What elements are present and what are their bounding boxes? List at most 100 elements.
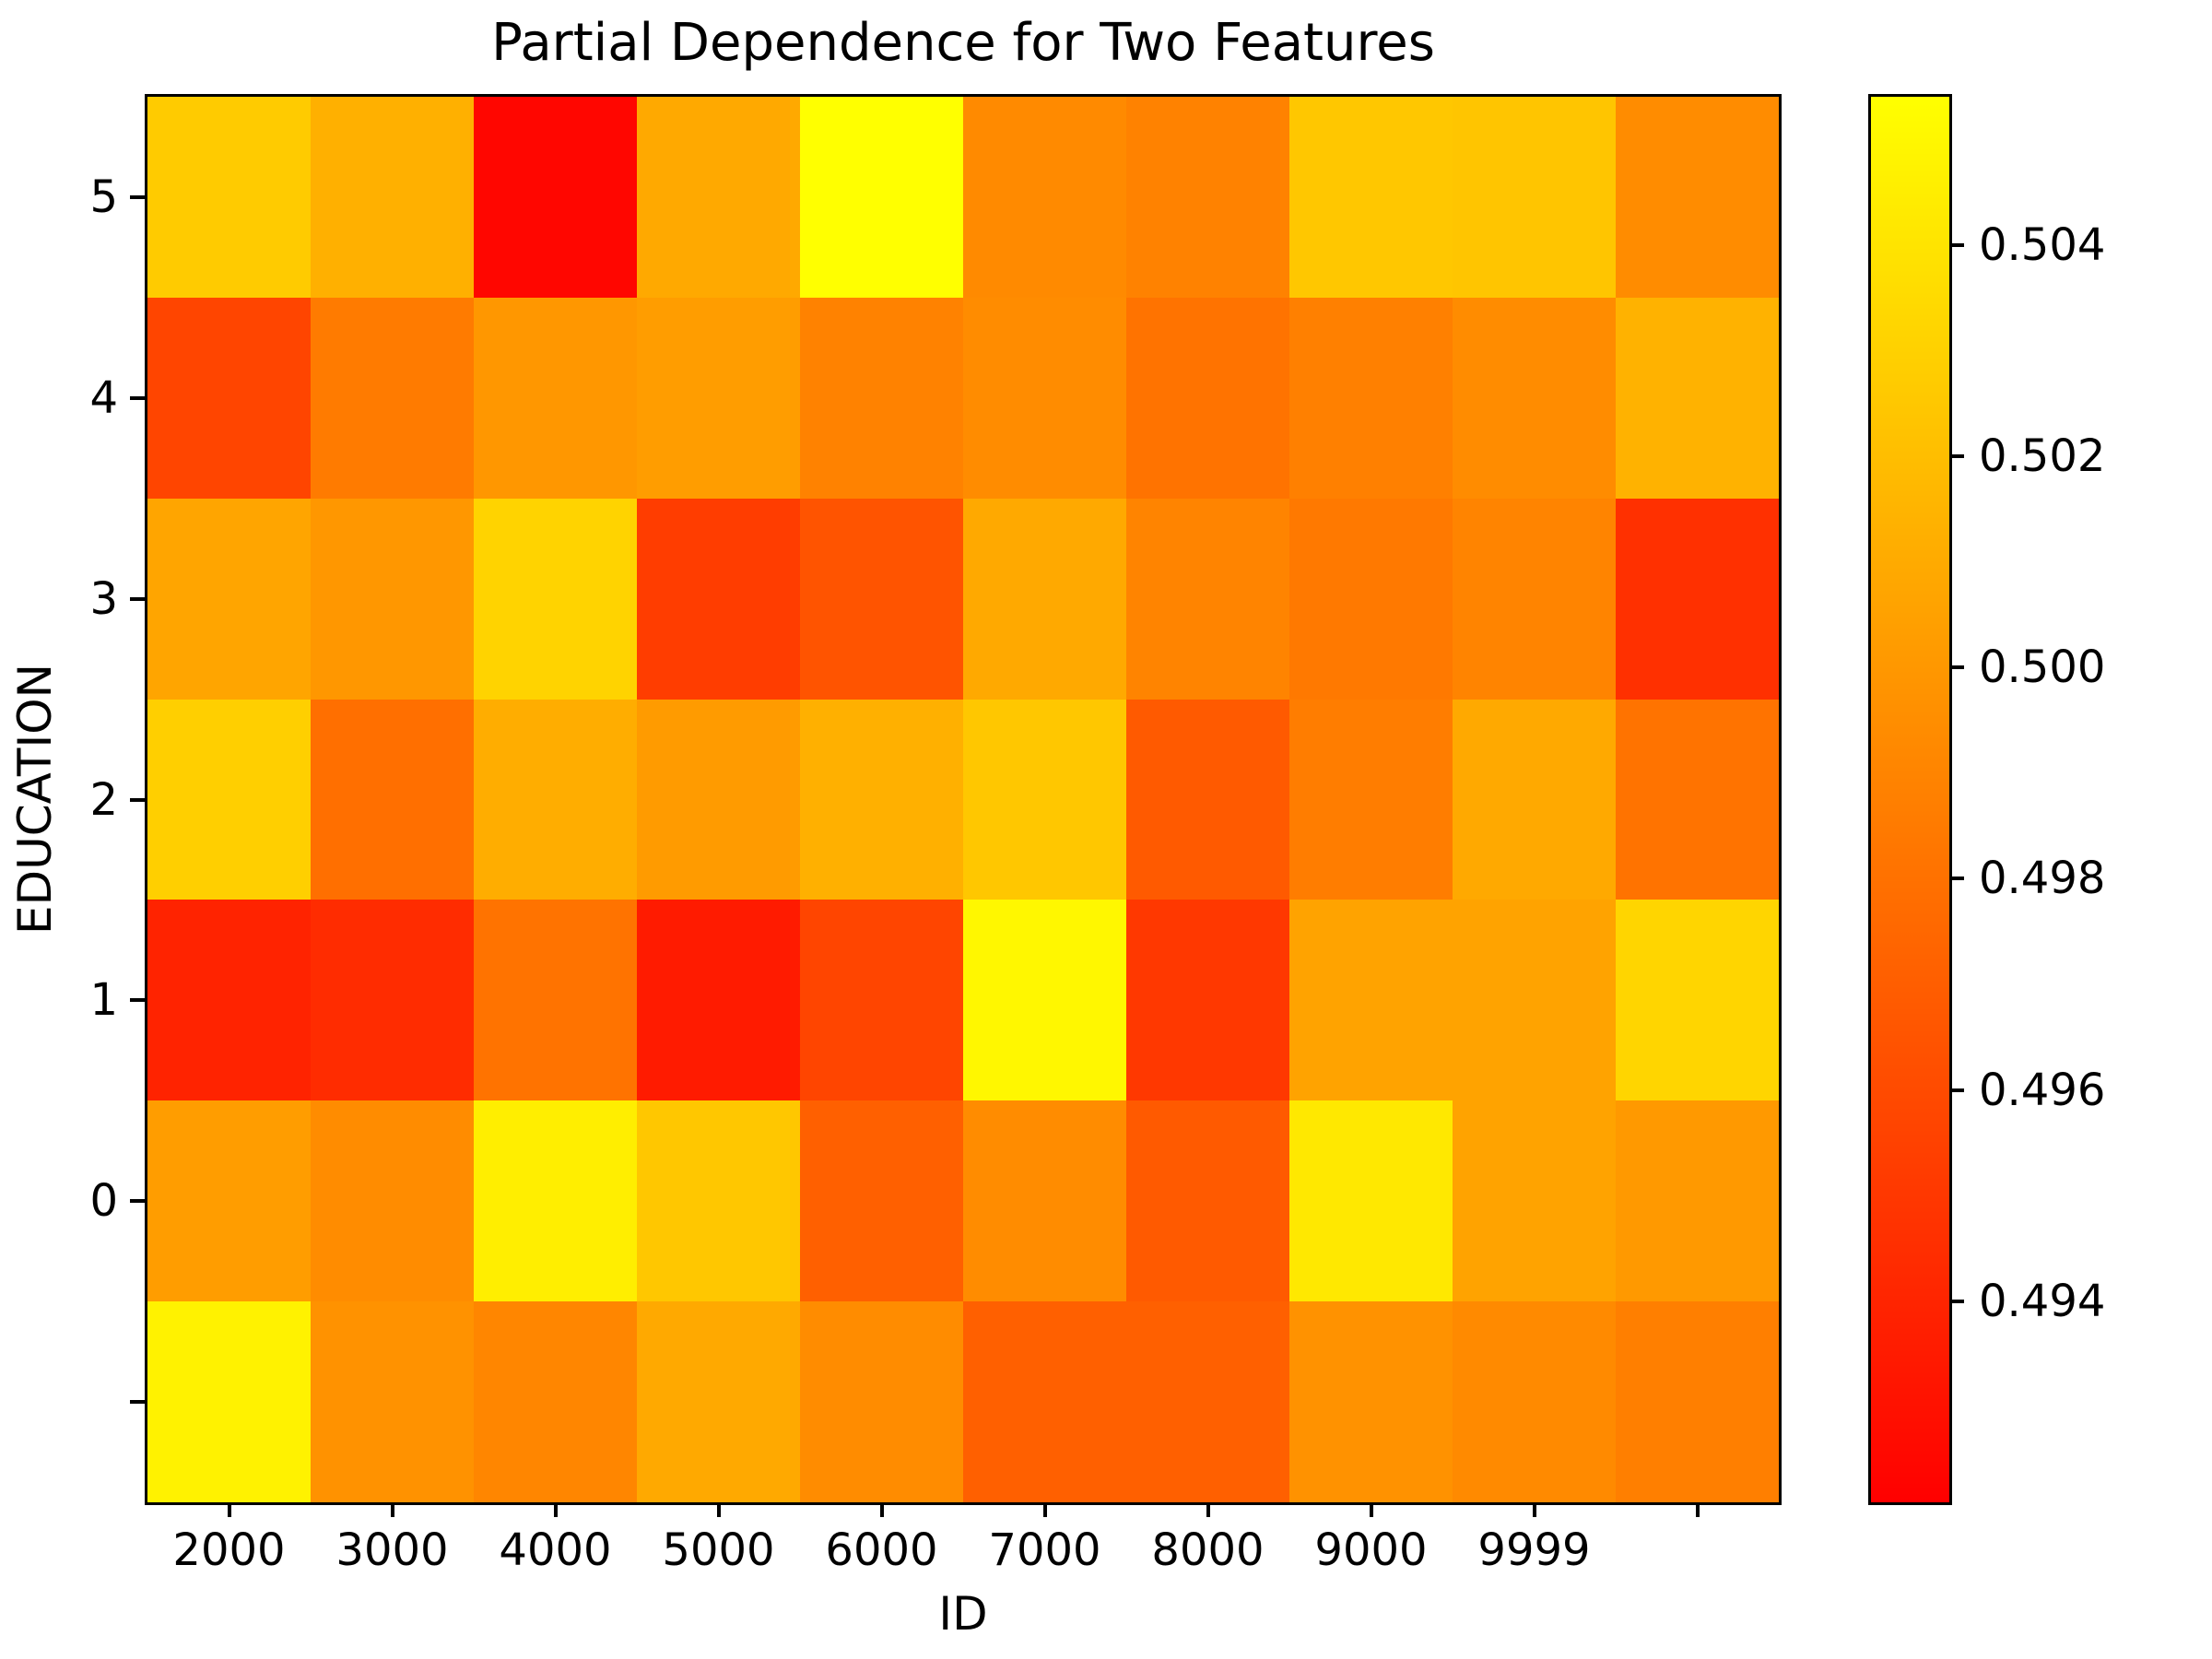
colorbar-tick-label: 0.502 — [1979, 429, 2106, 482]
heatmap-cell — [1616, 297, 1779, 499]
heatmap-cell — [800, 97, 963, 298]
y-tick-mark — [130, 1199, 145, 1204]
colorbar-gradient — [1871, 97, 1949, 1502]
heatmap-cell — [1616, 900, 1779, 1101]
heatmap-cell — [1126, 498, 1289, 700]
heatmap-cell — [474, 1301, 637, 1502]
heatmap-cell — [474, 97, 637, 298]
heatmap-cell — [637, 1100, 800, 1302]
heatmap-cell — [147, 699, 311, 900]
heatmap-cell — [1616, 97, 1779, 298]
heatmap-cell — [637, 297, 800, 499]
heatmap-cell — [474, 900, 637, 1101]
y-tick-mark — [130, 998, 145, 1003]
x-tick-label: 6000 — [825, 1524, 938, 1576]
chart-title: Partial Dependence for Two Features — [491, 13, 1435, 73]
heatmap-cell — [637, 1301, 800, 1502]
y-tick-mark — [130, 395, 145, 400]
heatmap-cell — [147, 900, 311, 1101]
heatmap-cell — [1126, 699, 1289, 900]
x-tick-mark — [716, 1502, 721, 1517]
heatmap-plot-area — [145, 94, 1782, 1505]
heatmap-cell — [147, 498, 311, 700]
colorbar-tick-mark — [1949, 1300, 1964, 1304]
heatmap-cell — [1289, 297, 1453, 499]
heatmap-cell — [311, 900, 474, 1101]
heatmap-cell — [147, 297, 311, 499]
heatmap-cell — [1289, 1100, 1453, 1302]
x-tick-label: 9999 — [1477, 1524, 1591, 1576]
x-tick-mark — [390, 1502, 394, 1517]
x-tick-label: 8000 — [1151, 1524, 1265, 1576]
x-axis-label: ID — [938, 1587, 988, 1641]
x-tick-mark — [879, 1502, 884, 1517]
heatmap-cell — [963, 297, 1126, 499]
colorbar-tick-mark — [1949, 1088, 1964, 1092]
heatmap-cell — [800, 900, 963, 1101]
heatmap-cell — [1453, 699, 1616, 900]
heatmap-cell — [311, 1100, 474, 1302]
heatmap-cell — [1126, 1301, 1289, 1502]
x-tick-mark — [227, 1502, 231, 1517]
x-tick-label: 3000 — [335, 1524, 449, 1576]
colorbar-tick-mark — [1949, 877, 1964, 881]
y-tick-mark — [130, 797, 145, 802]
heatmap-cell — [311, 297, 474, 499]
heatmap-cell — [963, 1100, 1126, 1302]
colorbar-tick-mark — [1949, 453, 1964, 458]
x-tick-label: 7000 — [988, 1524, 1101, 1576]
heatmap-cell — [1616, 1100, 1779, 1302]
heatmap-cell — [311, 498, 474, 700]
y-tick-label: 5 — [89, 171, 118, 223]
heatmap-cell — [963, 1301, 1126, 1502]
heatmap-cell — [147, 97, 311, 298]
x-tick-label: 5000 — [662, 1524, 775, 1576]
heatmap-cell — [474, 498, 637, 700]
heatmap-cell — [147, 1100, 311, 1302]
heatmap-cell — [1126, 1100, 1289, 1302]
y-tick-label: 1 — [89, 974, 118, 1027]
heatmap-cell — [963, 699, 1126, 900]
heatmap-cell — [474, 1100, 637, 1302]
heatmap-cell — [963, 498, 1126, 700]
y-tick-label: 3 — [89, 572, 118, 625]
colorbar — [1868, 94, 1952, 1505]
y-tick-mark — [130, 194, 145, 199]
heatmap-cell — [147, 1301, 311, 1502]
heatmap-cell — [800, 498, 963, 700]
heatmap-cell — [311, 699, 474, 900]
heatmap-cell — [311, 1301, 474, 1502]
y-tick-mark — [130, 1400, 145, 1405]
x-tick-label: 4000 — [499, 1524, 612, 1576]
x-tick-label: 9000 — [1314, 1524, 1428, 1576]
heatmap-cell — [1453, 900, 1616, 1101]
heatmap-cell — [800, 699, 963, 900]
x-tick-mark — [1532, 1502, 1536, 1517]
y-axis-label: EDUCATION — [8, 664, 62, 935]
heatmap-cell — [1453, 1301, 1616, 1502]
colorbar-tick-label: 0.496 — [1979, 1064, 2106, 1116]
heatmap-cell — [1289, 699, 1453, 900]
heatmap-cell — [800, 1301, 963, 1502]
heatmap-cell — [1616, 1301, 1779, 1502]
colorbar-tick-mark — [1949, 665, 1964, 670]
colorbar-tick-label: 0.500 — [1979, 641, 2106, 694]
heatmap-cell — [1453, 498, 1616, 700]
heatmap-cell — [637, 699, 800, 900]
heatmap — [147, 97, 1779, 1502]
heatmap-cell — [963, 97, 1126, 298]
heatmap-cell — [1126, 297, 1289, 499]
heatmap-cell — [963, 900, 1126, 1101]
x-tick-mark — [1369, 1502, 1373, 1517]
colorbar-tick-label: 0.504 — [1979, 218, 2106, 271]
x-tick-mark — [1206, 1502, 1210, 1517]
heatmap-cell — [637, 97, 800, 298]
heatmap-cell — [474, 297, 637, 499]
colorbar-tick-mark — [1949, 242, 1964, 247]
heatmap-cell — [474, 699, 637, 900]
x-tick-mark — [1695, 1502, 1700, 1517]
heatmap-cell — [1126, 900, 1289, 1101]
x-tick-mark — [1042, 1502, 1047, 1517]
colorbar-tick-label: 0.498 — [1979, 853, 2106, 905]
